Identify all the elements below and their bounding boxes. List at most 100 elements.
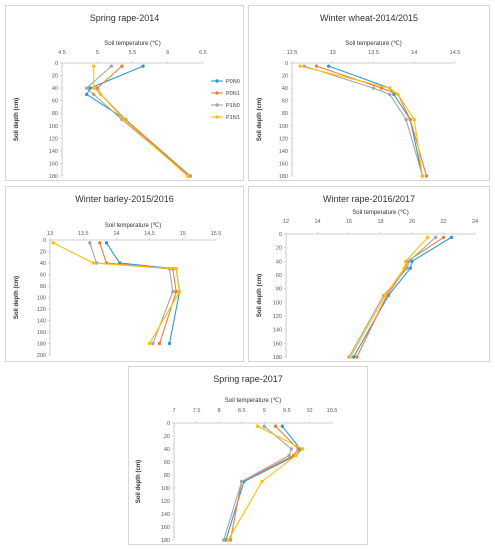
- chart-4-y-tick-label: 60: [276, 273, 282, 279]
- chart-5-series-p0n1-point: [296, 447, 300, 451]
- chart-2-y-tick-label: 0: [285, 61, 288, 67]
- chart-4-series-p0n0-point: [410, 259, 414, 264]
- chart-4-x-tick-label: 18: [377, 219, 383, 225]
- chart-1-y-tick-label: 120: [49, 136, 58, 142]
- chart-4-series-p0n0-point: [408, 266, 413, 270]
- chart-panel-3: Winter barley-2015/2016 Soil temperature …: [5, 186, 244, 362]
- chart-4-x-tick-label: 22: [440, 219, 446, 225]
- chart-4-x-tick-label: 24: [472, 219, 478, 225]
- chart-4-series-p1n1-point: [348, 355, 353, 359]
- chart-2-series-p1n1-point: [396, 92, 400, 97]
- chart-5-y-tick-label: 100: [161, 486, 170, 492]
- chart-1: Spring rape-2014 Soil temperature (℃) Soil…: [14, 13, 240, 180]
- chart-3-series-p0n1-point: [157, 341, 162, 346]
- chart-1-title: Spring rape-2014: [90, 13, 160, 23]
- chart-4-y-tick-label: 20: [276, 246, 282, 252]
- chart-2-x-tick-label: 14: [411, 50, 417, 56]
- chart-5-series-p0n1-line: [229, 425, 299, 541]
- chart-1-series-p0n0-point: [141, 64, 145, 68]
- chart-5-y-tick-label: 140: [161, 512, 170, 518]
- chart-4-series-p1n1-point: [402, 266, 406, 270]
- chart-2-y-tick-label: 20: [282, 74, 288, 80]
- chart-1-series-p0n1-line: [96, 65, 191, 177]
- chart-4-series-p0n0-point: [352, 355, 356, 359]
- chart-1-series-p0n0-point: [88, 86, 92, 90]
- chart-2-series-p0n1-point: [379, 86, 384, 90]
- chart-3-series-p1n1-point: [51, 241, 56, 245]
- chart-5-series-p1n1-line: [227, 425, 304, 541]
- legend-item-p1n0-marker: [215, 103, 219, 107]
- chart-2-series-p0n1-point: [424, 174, 429, 178]
- chart-5: Spring rape-2017 Soil temperature (℃) Soil…: [136, 374, 338, 544]
- chart-3-x-tick-label: 14: [113, 231, 119, 237]
- chart-2-y-tick-label: 180: [279, 174, 288, 180]
- chart-4-y-tick-label: 40: [276, 259, 282, 265]
- chart-1-y-tick-label: 60: [52, 99, 58, 105]
- chart-5-series-p1n0-point: [262, 424, 266, 428]
- chart-3-series-p1n1-point: [174, 267, 178, 271]
- legend-item-p1n1-label: P1N1: [226, 115, 240, 121]
- chart-5-x-tick-label: 8.5: [238, 408, 246, 414]
- chart-1-series-p1n1-point: [99, 92, 103, 97]
- chart-1-y-tick-label: 160: [49, 161, 58, 167]
- chart-4-x-tick-label: 16: [346, 219, 352, 225]
- chart-panel-4: Winter rape-2016/2017 Soil temperature (℃…: [248, 186, 490, 362]
- chart-5-series-p1n1-point: [294, 453, 298, 458]
- chart-3-y-tick-label: 180: [37, 342, 46, 348]
- chart-4-series-p1n0-point: [405, 266, 409, 270]
- chart-5-y-tick-label: 20: [164, 434, 170, 440]
- chart-3-y-tick-label: 0: [43, 238, 46, 244]
- chart-2-y-tick-label: 160: [279, 161, 288, 167]
- chart-4-y-axis-label: Soil depth (cm): [257, 274, 263, 317]
- chart-panel-2: Winter wheat-2014/2015 Soil temperature (…: [248, 5, 490, 181]
- chart-4-y-tick-label: 100: [273, 300, 282, 306]
- chart-1-y-tick-label: 40: [52, 86, 58, 92]
- chart-3-y-tick-label: 80: [40, 284, 46, 290]
- chart-1-x-tick-label: 4.5: [58, 50, 66, 56]
- chart-1-x-tick-label: 6: [166, 50, 169, 56]
- chart-2-y-tick-label: 100: [279, 124, 288, 130]
- chart-1-series-p1n1-point: [185, 174, 190, 178]
- chart-4-y-tick-label: 0: [279, 232, 282, 238]
- chart-3-series-p1n1-point: [147, 341, 152, 346]
- legend-item-p1n0-label: P1N0: [226, 103, 240, 109]
- chart-2-series-p1n0-point: [388, 92, 392, 97]
- chart-1-series-p0n1-point: [120, 64, 124, 68]
- chart-3-x-tick-label: 15.5: [211, 231, 222, 237]
- chart-4-series-p0n0-line: [353, 236, 452, 358]
- chart-2-title: Winter wheat-2014/2015: [320, 13, 418, 23]
- chart-4: Winter rape-2016/2017 Soil temperature (℃…: [257, 194, 478, 361]
- chart-5-y-tick-label: 60: [164, 460, 170, 466]
- chart-1-x-tick-label: 5.5: [129, 50, 137, 56]
- chart-1-x-tick-label: 6.5: [199, 50, 207, 56]
- chart-3-y-tick-label: 120: [37, 307, 46, 313]
- chart-5-y-tick-label: 40: [164, 447, 170, 453]
- legend-item-p0n0-label: P0N0: [226, 79, 240, 85]
- chart-3-series-p0n1-point: [98, 241, 102, 245]
- chart-2-series-p1n0-point: [404, 117, 408, 122]
- chart-5-x-axis-label: Soil temperature (℃): [225, 398, 281, 404]
- chart-3-y-tick-label: 140: [37, 319, 46, 325]
- chart-1-y-tick-label: 0: [55, 61, 58, 67]
- chart-3-series-p0n1-line: [99, 242, 177, 345]
- chart-2-series-p1n1-line: [299, 65, 423, 177]
- chart-2-series-p1n0-point: [371, 86, 376, 90]
- chart-5-y-tick-label: 0: [167, 421, 170, 427]
- chart-2-y-tick-label: 60: [282, 99, 288, 105]
- chart-2-x-tick-label: 14.5: [450, 50, 461, 56]
- chart-4-series-p1n0-point: [407, 259, 411, 264]
- chart-3-title: Winter barley-2015/2016: [75, 194, 174, 204]
- legend-item-p0n1-label: P0N1: [226, 91, 240, 97]
- chart-4-y-tick-label: 140: [273, 328, 282, 334]
- chart-5-x-tick-label: 9: [263, 408, 266, 414]
- chart-5-x-tick-label: 10: [306, 408, 312, 414]
- chart-5-y-tick-label: 160: [161, 525, 170, 531]
- chart-3-x-axis-label: Soil temperature (℃): [105, 223, 161, 229]
- chart-1-y-tick-label: 180: [49, 174, 58, 180]
- chart-5-y-tick-label: 120: [161, 499, 170, 505]
- chart-4-x-tick-label: 12: [283, 219, 289, 225]
- chart-4-x-tick-label: 14: [314, 219, 320, 225]
- chart-5-series-p1n1-point: [226, 538, 230, 542]
- chart-5-x-tick-label: 10.5: [327, 408, 338, 414]
- chart-2: Winter wheat-2014/2015 Soil temperature (…: [257, 13, 461, 180]
